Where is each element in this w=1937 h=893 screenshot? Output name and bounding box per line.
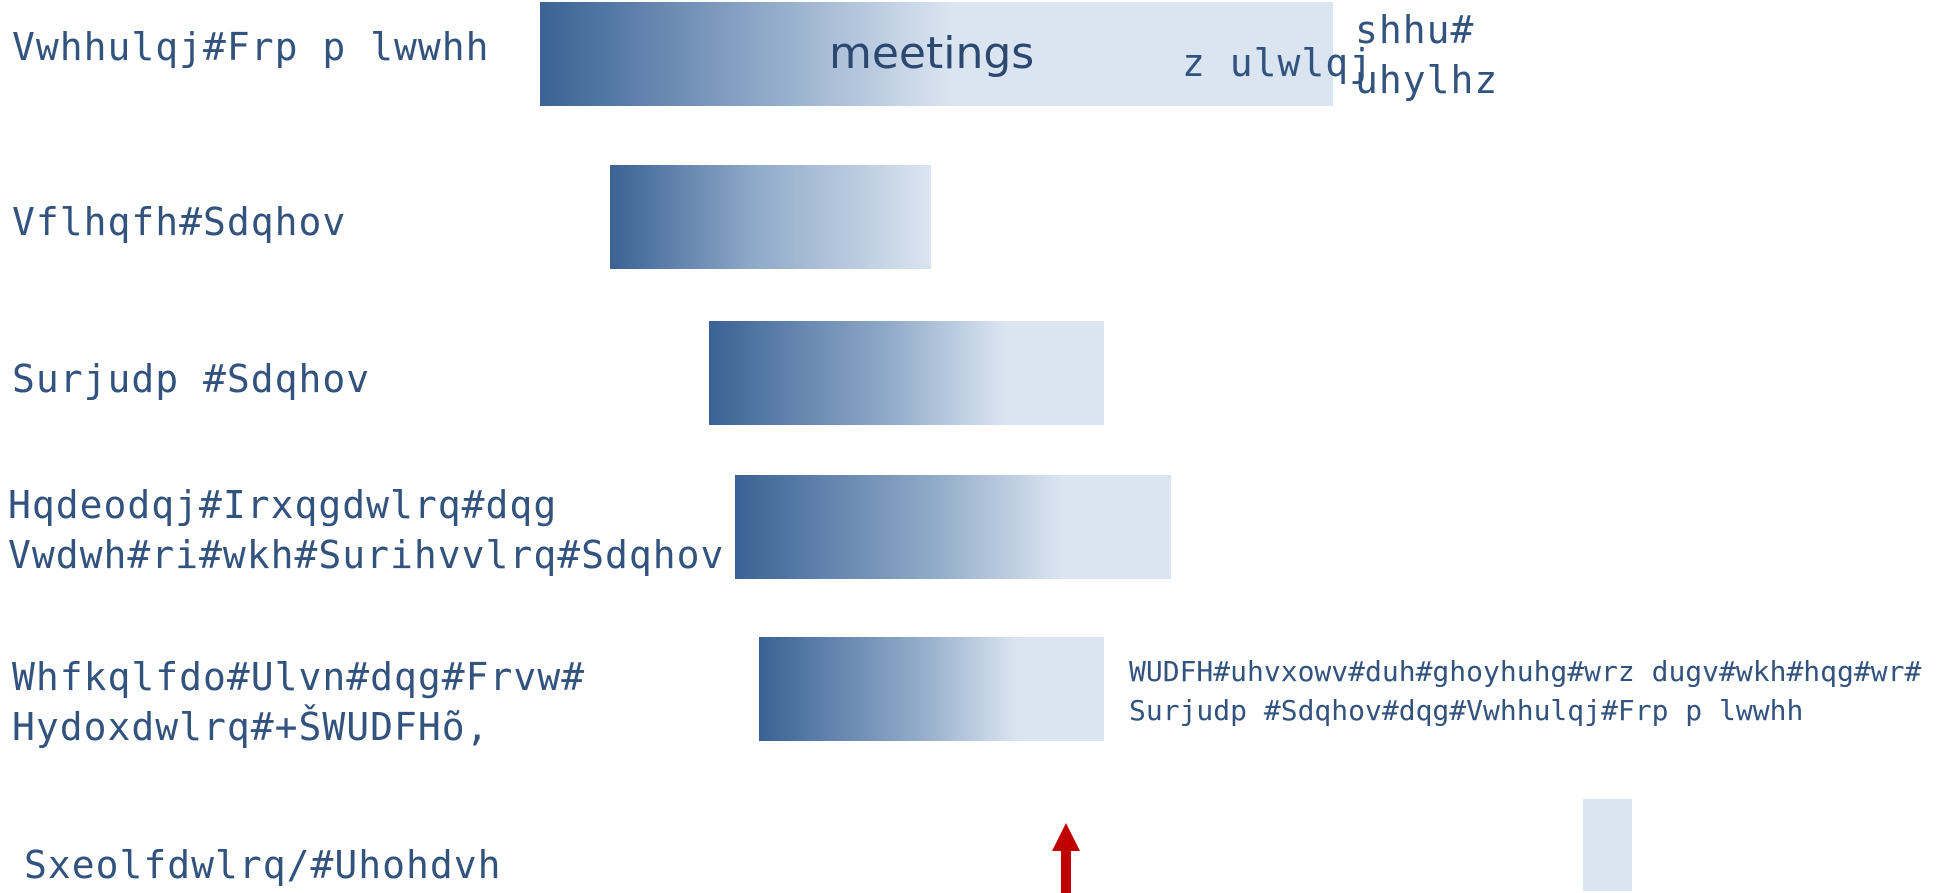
writing-label: z ulwlqj [1182, 41, 1374, 85]
publication-label: Sxeolfdwlrq/#Uhohdvh [24, 843, 502, 887]
trace-label: Whfkqlfdo#Ulvn#dqg#Frvw# Hydoxdwlrq#+ŠWU… [12, 655, 586, 750]
arrow-up-icon [1052, 823, 1080, 893]
peer-review-label: shhu# uhylhz [1355, 8, 1499, 103]
science-panels-bar [610, 165, 931, 269]
meetings-label: meetings [829, 28, 1035, 79]
trace-note: WUDFH#uhvxowv#duh#ghoyhuhg#wrz dugv#wkh#… [1129, 655, 1922, 728]
publication-block [1583, 799, 1632, 891]
program-panels-label: Surjudp #Sdqhov [12, 357, 371, 401]
trace-bar [759, 637, 1104, 741]
steering-committee-label: Vwhhulqj#Frp p lwwhh [12, 25, 490, 69]
program-panels-bar [709, 321, 1104, 425]
steering-committee-bar [540, 2, 1333, 106]
enabling-panels-label: Hqdeodqj#Irxqgdwlrq#dqg Vwdwh#ri#wkh#Sur… [8, 483, 725, 578]
enabling-panels-bar [735, 475, 1171, 579]
science-panels-label: Vflhqfh#Sdqhov [12, 200, 347, 244]
